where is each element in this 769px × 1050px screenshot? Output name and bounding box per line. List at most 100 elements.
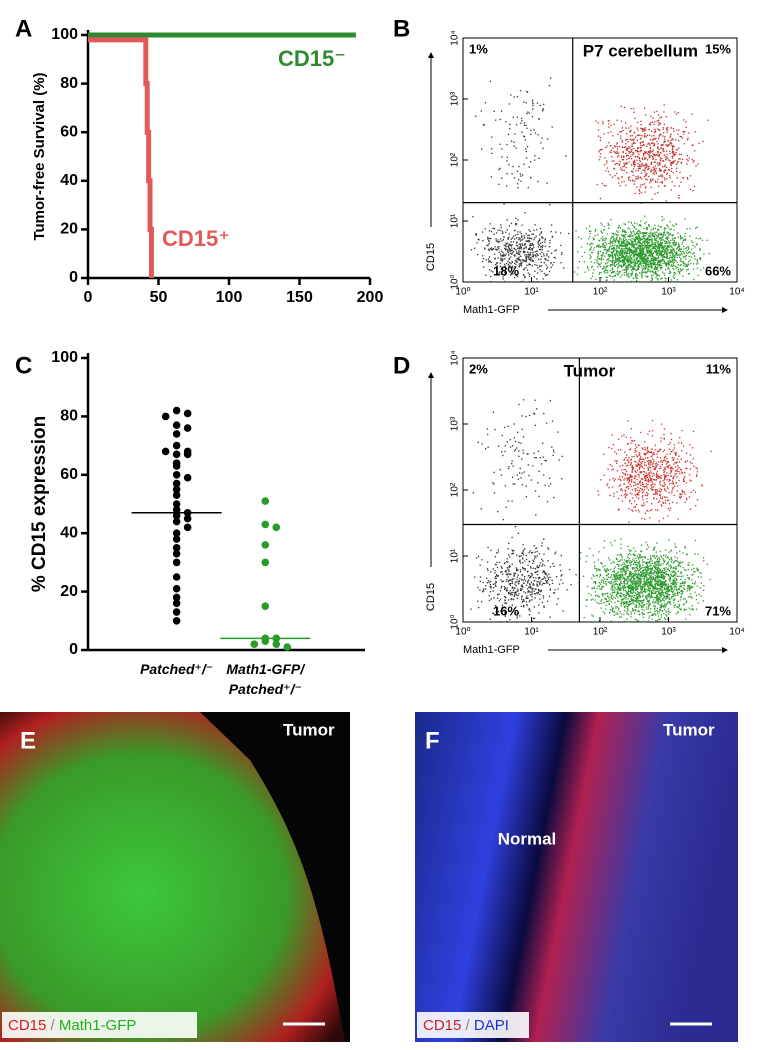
- event-dot: [647, 562, 650, 564]
- event-dot: [668, 272, 670, 275]
- event-dot: [637, 281, 640, 283]
- event-dot: [663, 232, 666, 234]
- event-dot: [549, 589, 552, 591]
- event-dot: [685, 121, 687, 123]
- event-dot: [477, 238, 479, 241]
- event-dot: [521, 552, 523, 554]
- y-tick-label: 10²: [450, 152, 461, 167]
- event-dot: [547, 560, 549, 562]
- event-dot: [576, 273, 579, 276]
- event-dot: [621, 252, 624, 254]
- event-dot: [582, 575, 585, 577]
- event-dot: [616, 580, 618, 582]
- event-dot: [543, 103, 545, 105]
- event-dot: [672, 162, 675, 164]
- event-dot: [496, 265, 498, 267]
- event-dot: [505, 589, 508, 591]
- event-dot: [686, 138, 689, 141]
- event-dot: [618, 145, 621, 148]
- event-dot: [623, 606, 626, 608]
- event-dot: [619, 589, 622, 591]
- event-dot: [518, 441, 520, 444]
- event-dot: [671, 252, 674, 254]
- event-dot: [606, 167, 609, 169]
- event-dot: [625, 122, 627, 124]
- event-dot: [633, 574, 635, 576]
- event-dot: [546, 255, 548, 257]
- event-dot: [643, 256, 645, 258]
- event-dot: [632, 558, 634, 560]
- event-dot: [598, 273, 600, 275]
- event-dot: [627, 621, 629, 623]
- event-dot: [644, 135, 646, 137]
- event-dot: [659, 596, 661, 599]
- event-dot: [623, 245, 625, 247]
- event-dot: [656, 574, 659, 576]
- event-dot: [677, 270, 679, 272]
- event-dot: [516, 170, 519, 172]
- event-dot: [501, 451, 503, 453]
- y-tick-label: 0: [69, 641, 78, 658]
- event-dot: [707, 119, 709, 121]
- event-dot: [680, 264, 682, 266]
- event-dot: [673, 274, 675, 276]
- event-dot: [507, 249, 509, 251]
- event-dot: [505, 569, 507, 572]
- event-dot: [628, 601, 630, 603]
- event-dot: [534, 251, 536, 253]
- event-dot: [670, 228, 672, 230]
- event-dot: [642, 232, 644, 234]
- event-dot: [541, 241, 544, 243]
- event-dot: [638, 245, 641, 247]
- event-dot: [588, 269, 590, 271]
- event-dot: [604, 269, 607, 271]
- event-dot: [633, 268, 635, 270]
- event-dot: [627, 603, 629, 605]
- event-dot: [599, 156, 601, 158]
- event-dot: [470, 608, 472, 610]
- event-dot: [683, 248, 685, 250]
- event-dot: [644, 259, 646, 261]
- event-dot: [657, 603, 659, 605]
- event-dot: [658, 564, 661, 566]
- event-dot: [507, 573, 509, 575]
- event-dot: [494, 577, 496, 580]
- event-dot: [669, 261, 671, 264]
- event-dot: [667, 157, 669, 160]
- event-dot: [654, 227, 657, 230]
- event-dot: [631, 581, 634, 583]
- event-dot: [646, 240, 648, 242]
- event-dot: [666, 242, 669, 244]
- event-dot: [698, 142, 700, 144]
- event-dot: [696, 570, 699, 572]
- event-dot: [657, 266, 659, 268]
- event-dot: [640, 567, 642, 569]
- event-dot: [520, 579, 523, 581]
- event-dot: [597, 568, 599, 570]
- event-dot: [637, 254, 639, 256]
- event-dot: [656, 141, 658, 143]
- event-dot: [500, 571, 502, 573]
- event-dot: [637, 584, 640, 586]
- event-dot: [667, 596, 669, 598]
- event-dot: [645, 260, 647, 263]
- event-dot: [613, 562, 615, 564]
- event-dot: [507, 467, 510, 470]
- event-dot: [553, 496, 555, 499]
- event-dot: [541, 255, 543, 258]
- event-dot: [652, 142, 654, 144]
- event-dot: [659, 236, 661, 239]
- event-dot: [532, 281, 535, 283]
- event-dot: [517, 431, 519, 434]
- event-dot: [492, 568, 494, 570]
- event-dot: [517, 574, 519, 576]
- event-dot: [637, 595, 639, 597]
- event-dot: [585, 227, 588, 229]
- event-dot: [621, 242, 623, 244]
- event-dot: [629, 574, 632, 576]
- event-dot: [656, 587, 659, 589]
- event-dot: [652, 565, 655, 567]
- event-dot: [522, 399, 525, 401]
- event-dot: [637, 178, 639, 180]
- event-dot: [520, 248, 522, 250]
